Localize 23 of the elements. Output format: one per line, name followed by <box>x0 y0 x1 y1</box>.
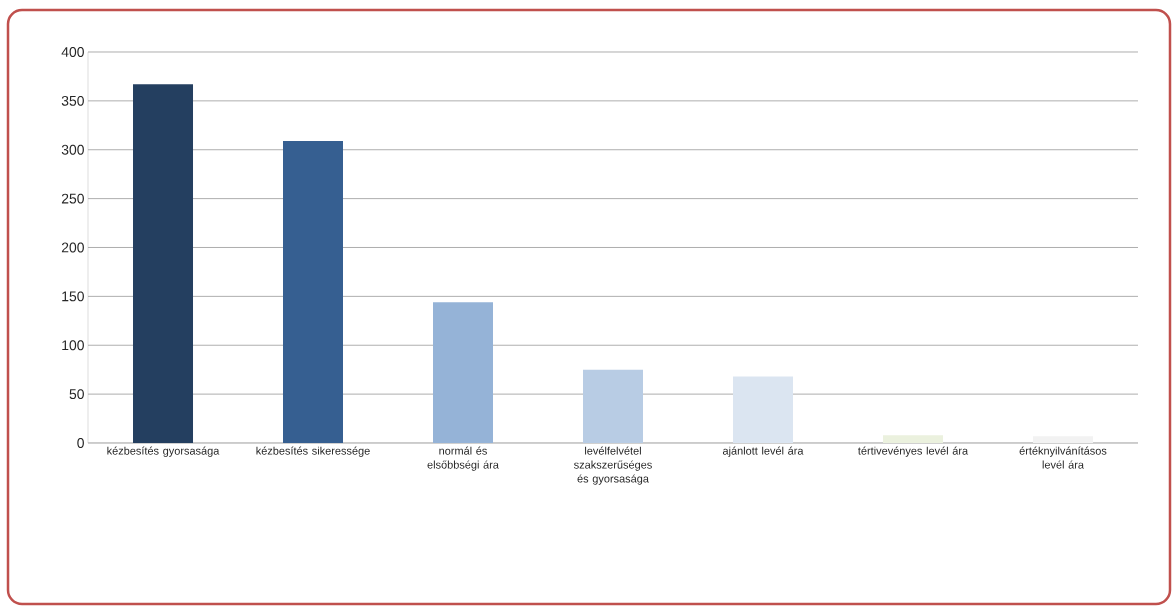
x-tick-label: tértivevényes levél ára <box>858 446 969 457</box>
x-tick-label: normál és elsőbbségi ára <box>427 446 499 471</box>
bar <box>1032 436 1093 443</box>
x-tick-label: értéknyilvánításos levél ára <box>1019 446 1107 469</box>
y-tick-label: 0 <box>77 438 84 448</box>
y-tick-label: 400 <box>61 47 84 57</box>
bar <box>433 302 493 443</box>
y-tick-label: 350 <box>61 95 84 106</box>
bar <box>133 84 194 443</box>
y-tick-label: 150 <box>62 291 84 302</box>
x-tick-label: ajánlott levél ára <box>722 446 804 457</box>
y-tick-label: 50 <box>69 389 84 400</box>
bar <box>583 369 643 443</box>
x-tick-label: kézbesítés gyorsasága <box>107 446 220 457</box>
bar <box>283 140 343 443</box>
bar <box>882 435 943 443</box>
y-tick-label: 200 <box>61 242 84 253</box>
y-tick-label: 300 <box>61 144 84 155</box>
x-tick-label: levélfelvétel szakszerűséges és gyorsasága <box>574 446 652 485</box>
bar <box>733 376 793 443</box>
y-tick-label: 250 <box>61 193 84 204</box>
y-tick-label: 100 <box>62 340 84 351</box>
x-tick-label: kézbesítés sikeressége <box>256 446 370 457</box>
